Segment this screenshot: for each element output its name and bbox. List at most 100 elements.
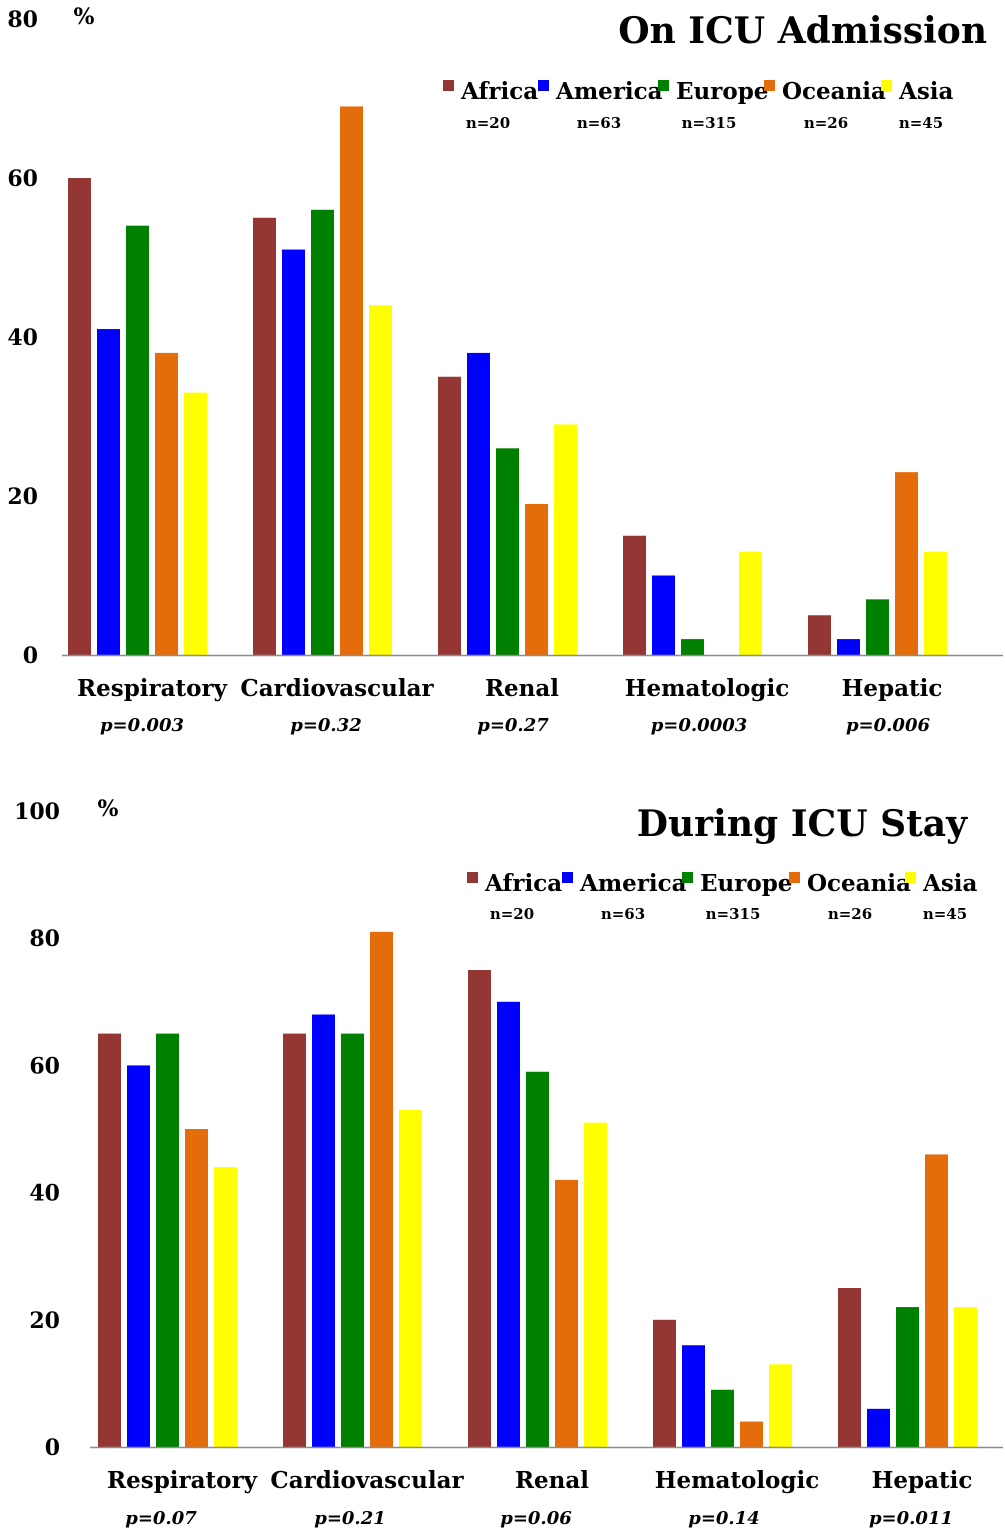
legend-label-oceania: Oceania	[807, 870, 911, 897]
legend-n-asia: n=45	[923, 905, 967, 923]
legend-swatch-asia	[881, 80, 892, 91]
category-label: Respiratory	[77, 675, 228, 702]
chart-title: On ICU Admission	[618, 10, 987, 52]
legend-swatch-oceania	[764, 80, 775, 91]
p-value-label: p=0.011	[869, 1508, 953, 1529]
p-value-label: p=0.006	[846, 715, 931, 736]
legend-swatch-america	[538, 80, 549, 91]
category-label: Respiratory	[107, 1467, 258, 1494]
legend-n-oceania: n=26	[804, 114, 848, 132]
y-axis-unit: %	[98, 796, 119, 822]
bar-europe-respiratory	[156, 1033, 179, 1447]
legend-label-america: America	[579, 870, 687, 897]
bar-asia-hematologic	[769, 1364, 792, 1447]
p-value-label: p=0.0003	[651, 715, 748, 736]
legend-n-oceania: n=26	[828, 905, 872, 923]
legend-n-asia: n=45	[899, 114, 943, 132]
bar-africa-hematologic	[623, 535, 646, 655]
category-label: Renal	[515, 1467, 589, 1494]
bar-oceania-hepatic	[895, 472, 918, 655]
bar-oceania-respiratory	[155, 352, 178, 655]
bar-oceania-renal	[525, 503, 548, 655]
bar-europe-hepatic	[866, 599, 889, 655]
y-tick-label: 80	[7, 7, 38, 33]
legend-swatch-africa	[443, 80, 454, 91]
legend-swatch-europe	[682, 872, 693, 883]
legend-n-europe: n=315	[682, 114, 737, 132]
bar-oceania-cardiovascular	[340, 106, 363, 655]
bar-africa-hematologic	[653, 1319, 676, 1447]
p-value-label: p=0.06	[500, 1508, 572, 1529]
legend-swatch-oceania	[789, 872, 800, 883]
bar-oceania-respiratory	[185, 1129, 208, 1447]
y-tick-label: 20	[7, 484, 38, 510]
legend-n-africa: n=20	[466, 114, 510, 132]
bar-asia-cardiovascular	[399, 1109, 422, 1447]
bar-africa-respiratory	[98, 1033, 121, 1447]
bar-oceania-renal	[555, 1179, 578, 1447]
legend-label-europe: Europe	[676, 78, 768, 105]
p-value-label: p=0.07	[125, 1508, 197, 1529]
legend-label-asia: Asia	[922, 870, 978, 897]
bar-america-hepatic	[837, 639, 860, 655]
bar-africa-respiratory	[68, 178, 91, 655]
bar-america-renal	[467, 352, 490, 655]
bar-asia-cardiovascular	[369, 305, 392, 655]
bar-europe-respiratory	[126, 225, 149, 655]
category-label: Hematologic	[625, 675, 789, 702]
legend-n-africa: n=20	[490, 905, 534, 923]
category-label: Hepatic	[842, 675, 943, 702]
bar-africa-hepatic	[838, 1288, 861, 1447]
bar-europe-hematologic	[681, 639, 704, 655]
bar-america-respiratory	[97, 329, 120, 655]
legend-swatch-asia	[905, 872, 916, 883]
bar-america-respiratory	[127, 1065, 150, 1447]
legend-label-oceania: Oceania	[782, 78, 886, 105]
legend-n-europe: n=315	[706, 905, 761, 923]
bar-asia-renal	[584, 1122, 607, 1447]
category-label: Cardiovascular	[240, 675, 434, 702]
y-tick-label: 20	[29, 1308, 60, 1334]
bar-oceania-hematologic	[740, 1421, 763, 1447]
bar-america-hepatic	[867, 1408, 890, 1447]
p-value-label: p=0.003	[100, 715, 184, 736]
bar-america-cardiovascular	[312, 1014, 335, 1447]
y-tick-label: 60	[29, 1053, 60, 1079]
legend-n-america: n=63	[577, 114, 621, 132]
p-value-label: p=0.21	[314, 1508, 386, 1529]
p-value-label: p=0.14	[688, 1508, 760, 1529]
bar-europe-cardiovascular	[311, 209, 334, 656]
bar-africa-renal	[468, 970, 491, 1447]
legend-label-europe: Europe	[700, 870, 792, 897]
bar-europe-cardiovascular	[341, 1033, 364, 1447]
bar-asia-respiratory	[184, 392, 207, 655]
legend-swatch-africa	[467, 872, 478, 883]
y-tick-label: 80	[29, 926, 60, 952]
bar-america-hematologic	[652, 575, 675, 655]
bar-africa-hepatic	[808, 615, 831, 655]
p-value-label: p=0.32	[290, 715, 362, 736]
bar-asia-respiratory	[214, 1167, 237, 1447]
category-label: Renal	[485, 675, 559, 702]
bar-asia-hepatic	[954, 1307, 977, 1447]
bar-asia-hepatic	[924, 551, 947, 655]
bar-europe-renal	[496, 448, 519, 655]
bar-america-hematologic	[682, 1345, 705, 1447]
bar-oceania-hepatic	[925, 1154, 948, 1447]
bar-europe-hematologic	[711, 1389, 734, 1447]
y-axis-unit: %	[74, 4, 95, 30]
category-label: Hepatic	[872, 1467, 973, 1494]
y-tick-label: 40	[29, 1181, 60, 1207]
p-value-label: p=0.27	[477, 715, 549, 736]
bar-europe-hepatic	[896, 1307, 919, 1447]
y-tick-label: 40	[7, 325, 38, 351]
bar-america-cardiovascular	[282, 249, 305, 656]
y-tick-label: 60	[7, 166, 38, 192]
legend-swatch-europe	[658, 80, 669, 91]
legend-n-america: n=63	[601, 905, 645, 923]
legend-label-africa: Africa	[484, 870, 562, 897]
chart-title: During ICU Stay	[637, 803, 968, 845]
bar-africa-cardiovascular	[283, 1033, 306, 1447]
legend-label-africa: Africa	[460, 78, 538, 105]
